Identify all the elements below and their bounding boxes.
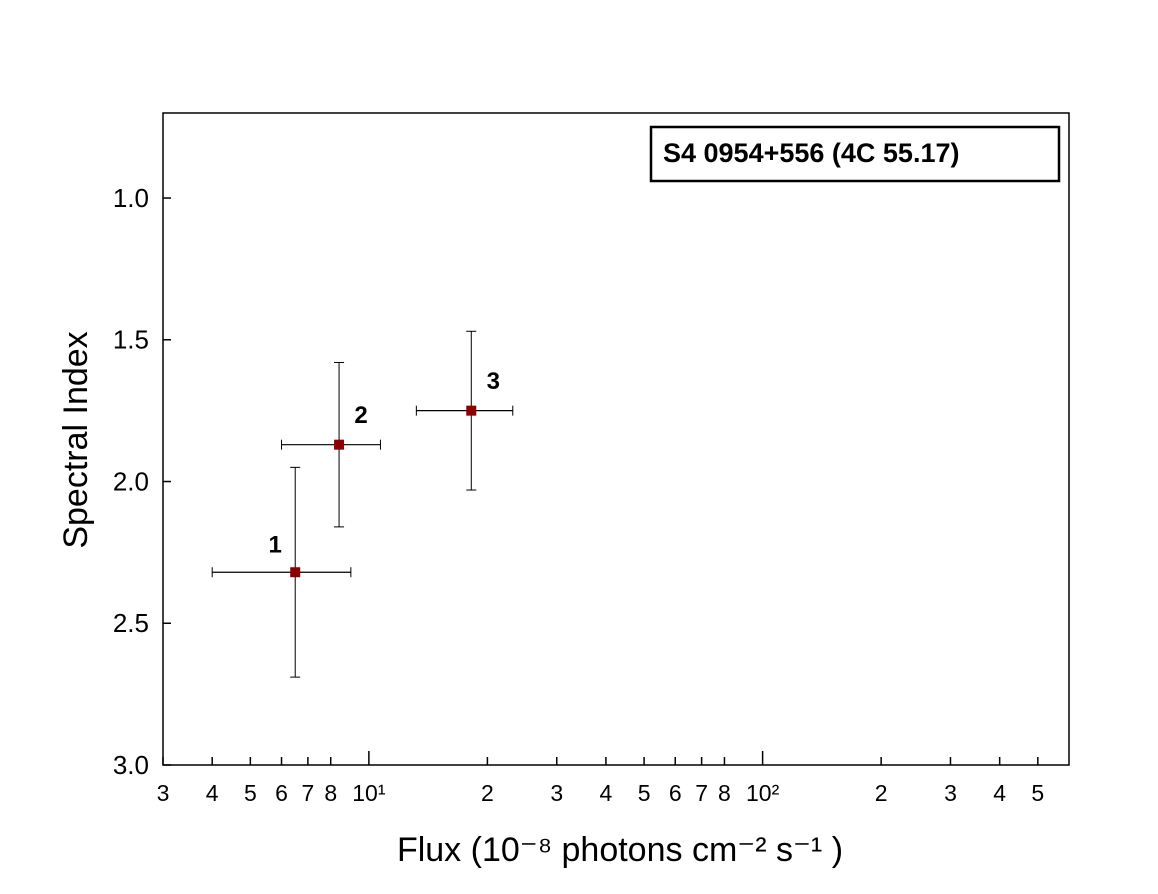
x-tick-label: 4 [600,780,613,806]
x-tick-label: 10¹ [352,780,386,806]
x-tick-label: 8 [324,780,337,806]
point-label: 3 [487,368,500,395]
x-tick-label: 4 [206,780,219,806]
x-tick-label: 8 [718,780,731,806]
y-tick-label: 3.0 [113,750,149,780]
y-tick-label: 1.5 [113,325,149,355]
annotation: S4 0954+556 (4C 55.17) [663,138,959,168]
x-tick-label: 3 [944,780,957,806]
x-tick-label: 5 [638,780,651,806]
x-tick-label: 10² [746,780,780,806]
x-tick-label: 2 [875,780,888,806]
annotation-box [649,125,1061,183]
x-tick-label: 7 [695,780,708,806]
point [466,405,477,416]
point [334,439,345,450]
x-tick-label: 3 [157,780,170,806]
point-label: 2 [354,402,367,429]
x-tick-label: 5 [244,780,257,806]
x-tick-label: 5 [1031,780,1044,806]
y-axis-label: Spectral Index [57,331,95,548]
y-tick-label: 2.0 [113,466,149,496]
x-tick-label: 6 [669,780,682,806]
x-tick-label: 2 [481,780,494,806]
y-tick-label: 1.0 [113,183,149,213]
point-label: 1 [269,532,282,559]
x-tick-label: 7 [301,780,314,806]
plot-frame [162,112,1070,766]
x-tick-label: 4 [993,780,1006,806]
point [290,567,301,578]
y-tick-label: 2.5 [113,608,149,638]
x-axis-label: Flux (10⁻⁸ photons cm⁻² s⁻¹ ) [397,831,843,869]
x-tick-label: 3 [550,780,563,806]
x-tick-label: 6 [275,780,288,806]
